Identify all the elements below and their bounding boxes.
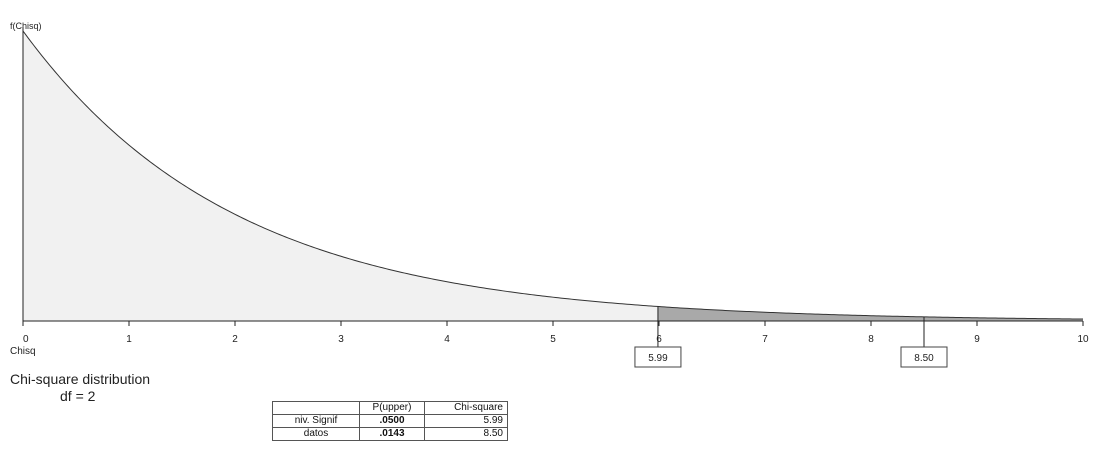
x-tick-label: 0	[23, 334, 29, 345]
critical-value-label: 8.50	[914, 353, 934, 364]
table-cell: .0143	[359, 427, 425, 441]
table-cell: .0500	[359, 414, 425, 428]
table-row: niv. Signif .0500 5.99	[272, 414, 508, 428]
upper-tail-area	[657, 306, 1083, 321]
table-header-cell: P(upper)	[359, 401, 425, 415]
results-table: P(upper) Chi-square niv. Signif .0500 5.…	[272, 401, 508, 441]
distribution-title: Chi-square distribution	[10, 371, 151, 387]
critical-value-box	[634, 346, 682, 368]
x-tick-label: 7	[762, 334, 768, 345]
df-label: df = 2	[60, 388, 96, 404]
density-area	[23, 30, 1083, 322]
x-tick-label: 5	[550, 334, 556, 345]
x-tick-label: 9	[974, 334, 980, 345]
x-tick-label: 3	[338, 334, 344, 345]
x-tick-label: 8	[868, 334, 874, 345]
distribution-info: Chi-square distribution df = 2	[10, 371, 150, 404]
plot-area: 0 1 2 3 4 5 6 7 8 9 10 5.99 8.50	[22, 27, 1089, 368]
critical-value-label: 5.99	[648, 353, 668, 364]
table-cell: datos	[272, 427, 360, 441]
x-axis-label: Chisq	[10, 346, 36, 357]
table-cell: niv. Signif	[272, 414, 360, 428]
critical-value-box	[900, 346, 948, 368]
density-curve	[22, 30, 1084, 320]
table-header-cell: Chi-square	[424, 401, 508, 415]
x-tick-label: 2	[232, 334, 238, 345]
table-header-row: P(upper) Chi-square	[272, 401, 508, 415]
table-header-cell	[272, 401, 360, 415]
chi-square-chart: f(Chisq) Chisq 0 1 2 3 4 5 6 7 8 9 10 5.99 8.50	[10, 21, 1089, 368]
y-axis-label: f(Chisq)	[10, 21, 42, 31]
table-row: datos .0143 8.50	[272, 427, 508, 441]
x-tick-label: 1	[126, 334, 132, 345]
x-tick-label: 4	[444, 334, 450, 345]
table-cell: 5.99	[424, 414, 508, 428]
table-cell: 8.50	[424, 427, 508, 441]
x-tick-label: 6	[656, 334, 662, 345]
x-tick-label: 10	[1077, 334, 1089, 345]
